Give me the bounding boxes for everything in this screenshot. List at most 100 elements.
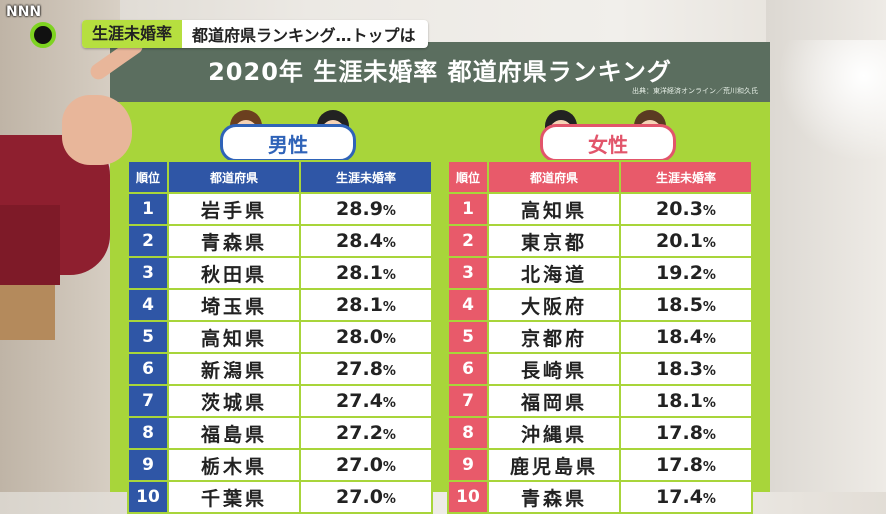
rate-unit: %: [382, 268, 396, 283]
prefecture-cell: 高知県: [487, 192, 621, 226]
table-row: 3 秋田県 28.1%: [127, 256, 433, 290]
logo-ring-icon: [30, 22, 56, 48]
rank-cell: 9: [127, 448, 169, 482]
rate-value: 28.9: [336, 198, 383, 220]
table-row: 1 岩手県 28.9%: [127, 192, 433, 226]
prefecture-cell: 岩手県: [167, 192, 301, 226]
table-row: 7 茨城県 27.4%: [127, 384, 433, 418]
rate-cell: 28.1%: [299, 256, 433, 290]
table-row: 4 大阪府 18.5%: [447, 288, 753, 322]
rate-cell: 28.4%: [299, 224, 433, 258]
rate-value: 18.5: [656, 294, 703, 316]
rank-cell: 1: [127, 192, 169, 226]
female-label: 女性: [540, 124, 676, 162]
prefecture-cell: 福岡県: [487, 384, 621, 418]
rate-cell: 27.2%: [299, 416, 433, 450]
presenter-hand: [62, 95, 132, 165]
table-row: 1 高知県 20.3%: [447, 192, 753, 226]
pref-header: 都道府県: [167, 160, 301, 194]
prefecture-cell: 高知県: [167, 320, 301, 354]
prefecture-cell: 青森県: [487, 480, 621, 514]
table-row: 9 栃木県 27.0%: [127, 448, 433, 482]
rank-cell: 3: [127, 256, 169, 290]
prefecture-cell: 秋田県: [167, 256, 301, 290]
table-row: 10 千葉県 27.0%: [127, 480, 433, 514]
prefecture-cell: 新潟県: [167, 352, 301, 386]
channel-logo: NNN: [6, 4, 70, 56]
rate-value: 28.1: [336, 262, 383, 284]
rate-cell: 27.0%: [299, 448, 433, 482]
caption-text: 都道府県ランキング…トップは: [192, 26, 416, 45]
prefecture-cell: 長崎県: [487, 352, 621, 386]
prefecture-cell: 埼玉県: [167, 288, 301, 322]
male-label: 男性: [220, 124, 356, 162]
prefecture-cell: 茨城県: [167, 384, 301, 418]
prefecture-cell: 千葉県: [167, 480, 301, 514]
table-row: 5 京都府 18.4%: [447, 320, 753, 354]
board-source: 出典：東洋経済オンライン／荒川和久氏: [632, 87, 758, 95]
table-row: 3 北海道 19.2%: [447, 256, 753, 290]
rate-unit: %: [702, 300, 716, 315]
rate-cell: 28.0%: [299, 320, 433, 354]
table-row: 7 福岡県 18.1%: [447, 384, 753, 418]
table-row: 10 青森県 17.4%: [447, 480, 753, 514]
rate-cell: 27.4%: [299, 384, 433, 418]
prefecture-cell: 東京都: [487, 224, 621, 258]
rate-cell: 20.3%: [619, 192, 753, 226]
rate-unit: %: [382, 204, 396, 219]
rate-unit: %: [382, 460, 396, 475]
rate-value: 18.4: [656, 326, 703, 348]
table-row: 8 沖縄県 17.8%: [447, 416, 753, 450]
rank-cell: 3: [447, 256, 489, 290]
table-header-row: 順位 都道府県 生涯未婚率: [447, 160, 753, 194]
rate-header: 生涯未婚率: [299, 160, 433, 194]
rate-value: 28.0: [336, 326, 383, 348]
rank-cell: 8: [127, 416, 169, 450]
prefecture-cell: 北海道: [487, 256, 621, 290]
rate-value: 28.4: [336, 230, 383, 252]
table-row: 6 長崎県 18.3%: [447, 352, 753, 386]
rate-value: 19.2: [656, 262, 703, 284]
rate-cell: 20.1%: [619, 224, 753, 258]
rate-value: 27.2: [336, 422, 383, 444]
rank-cell: 8: [447, 416, 489, 450]
table-row: 8 福島県 27.2%: [127, 416, 433, 450]
rate-value: 27.4: [336, 390, 383, 412]
prefecture-cell: 栃木県: [167, 448, 301, 482]
rate-value: 20.3: [656, 198, 703, 220]
male-ranking-table: 順位 都道府県 生涯未婚率 1 岩手県 28.9% 2 青森県 28.4% 3 秋田県 28.1…: [127, 160, 433, 514]
rate-cell: 18.4%: [619, 320, 753, 354]
rate-unit: %: [702, 460, 716, 475]
rate-unit: %: [382, 236, 396, 251]
rate-unit: %: [382, 396, 396, 411]
rate-cell: 27.0%: [299, 480, 433, 514]
table-row: 9 鹿児島県 17.8%: [447, 448, 753, 482]
rate-unit: %: [702, 492, 716, 507]
rate-cell: 28.1%: [299, 288, 433, 322]
rate-unit: %: [702, 396, 716, 411]
news-caption: 生涯未婚率 都道府県ランキング…トップは: [82, 20, 428, 48]
rate-unit: %: [702, 428, 716, 443]
table-row: 5 高知県 28.0%: [127, 320, 433, 354]
rate-cell: 19.2%: [619, 256, 753, 290]
prefecture-cell: 福島県: [167, 416, 301, 450]
rate-unit: %: [382, 428, 396, 443]
rank-cell: 10: [447, 480, 489, 514]
rank-cell: 4: [127, 288, 169, 322]
rate-cell: 27.8%: [299, 352, 433, 386]
rate-value: 27.0: [336, 486, 383, 508]
table-row: 6 新潟県 27.8%: [127, 352, 433, 386]
rate-value: 17.4: [656, 486, 703, 508]
rate-value: 18.1: [656, 390, 703, 412]
rank-cell: 5: [447, 320, 489, 354]
prefecture-cell: 京都府: [487, 320, 621, 354]
table-row: 4 埼玉県 28.1%: [127, 288, 433, 322]
studio-light: [776, 40, 886, 160]
table-row: 2 青森県 28.4%: [127, 224, 433, 258]
table-header-row: 順位 都道府県 生涯未婚率: [127, 160, 433, 194]
rate-cell: 17.8%: [619, 448, 753, 482]
table-row: 2 東京都 20.1%: [447, 224, 753, 258]
rank-header: 順位: [127, 160, 169, 194]
rate-header: 生涯未婚率: [619, 160, 753, 194]
prefecture-cell: 鹿児島県: [487, 448, 621, 482]
